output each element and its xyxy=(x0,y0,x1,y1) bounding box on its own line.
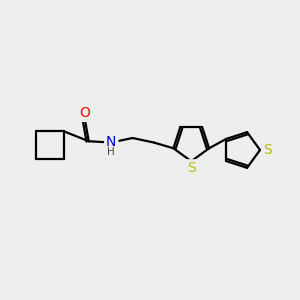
Text: O: O xyxy=(80,106,90,120)
Text: S: S xyxy=(263,143,272,157)
Text: N: N xyxy=(106,136,116,149)
Text: H: H xyxy=(107,147,115,157)
Text: S: S xyxy=(187,161,196,175)
